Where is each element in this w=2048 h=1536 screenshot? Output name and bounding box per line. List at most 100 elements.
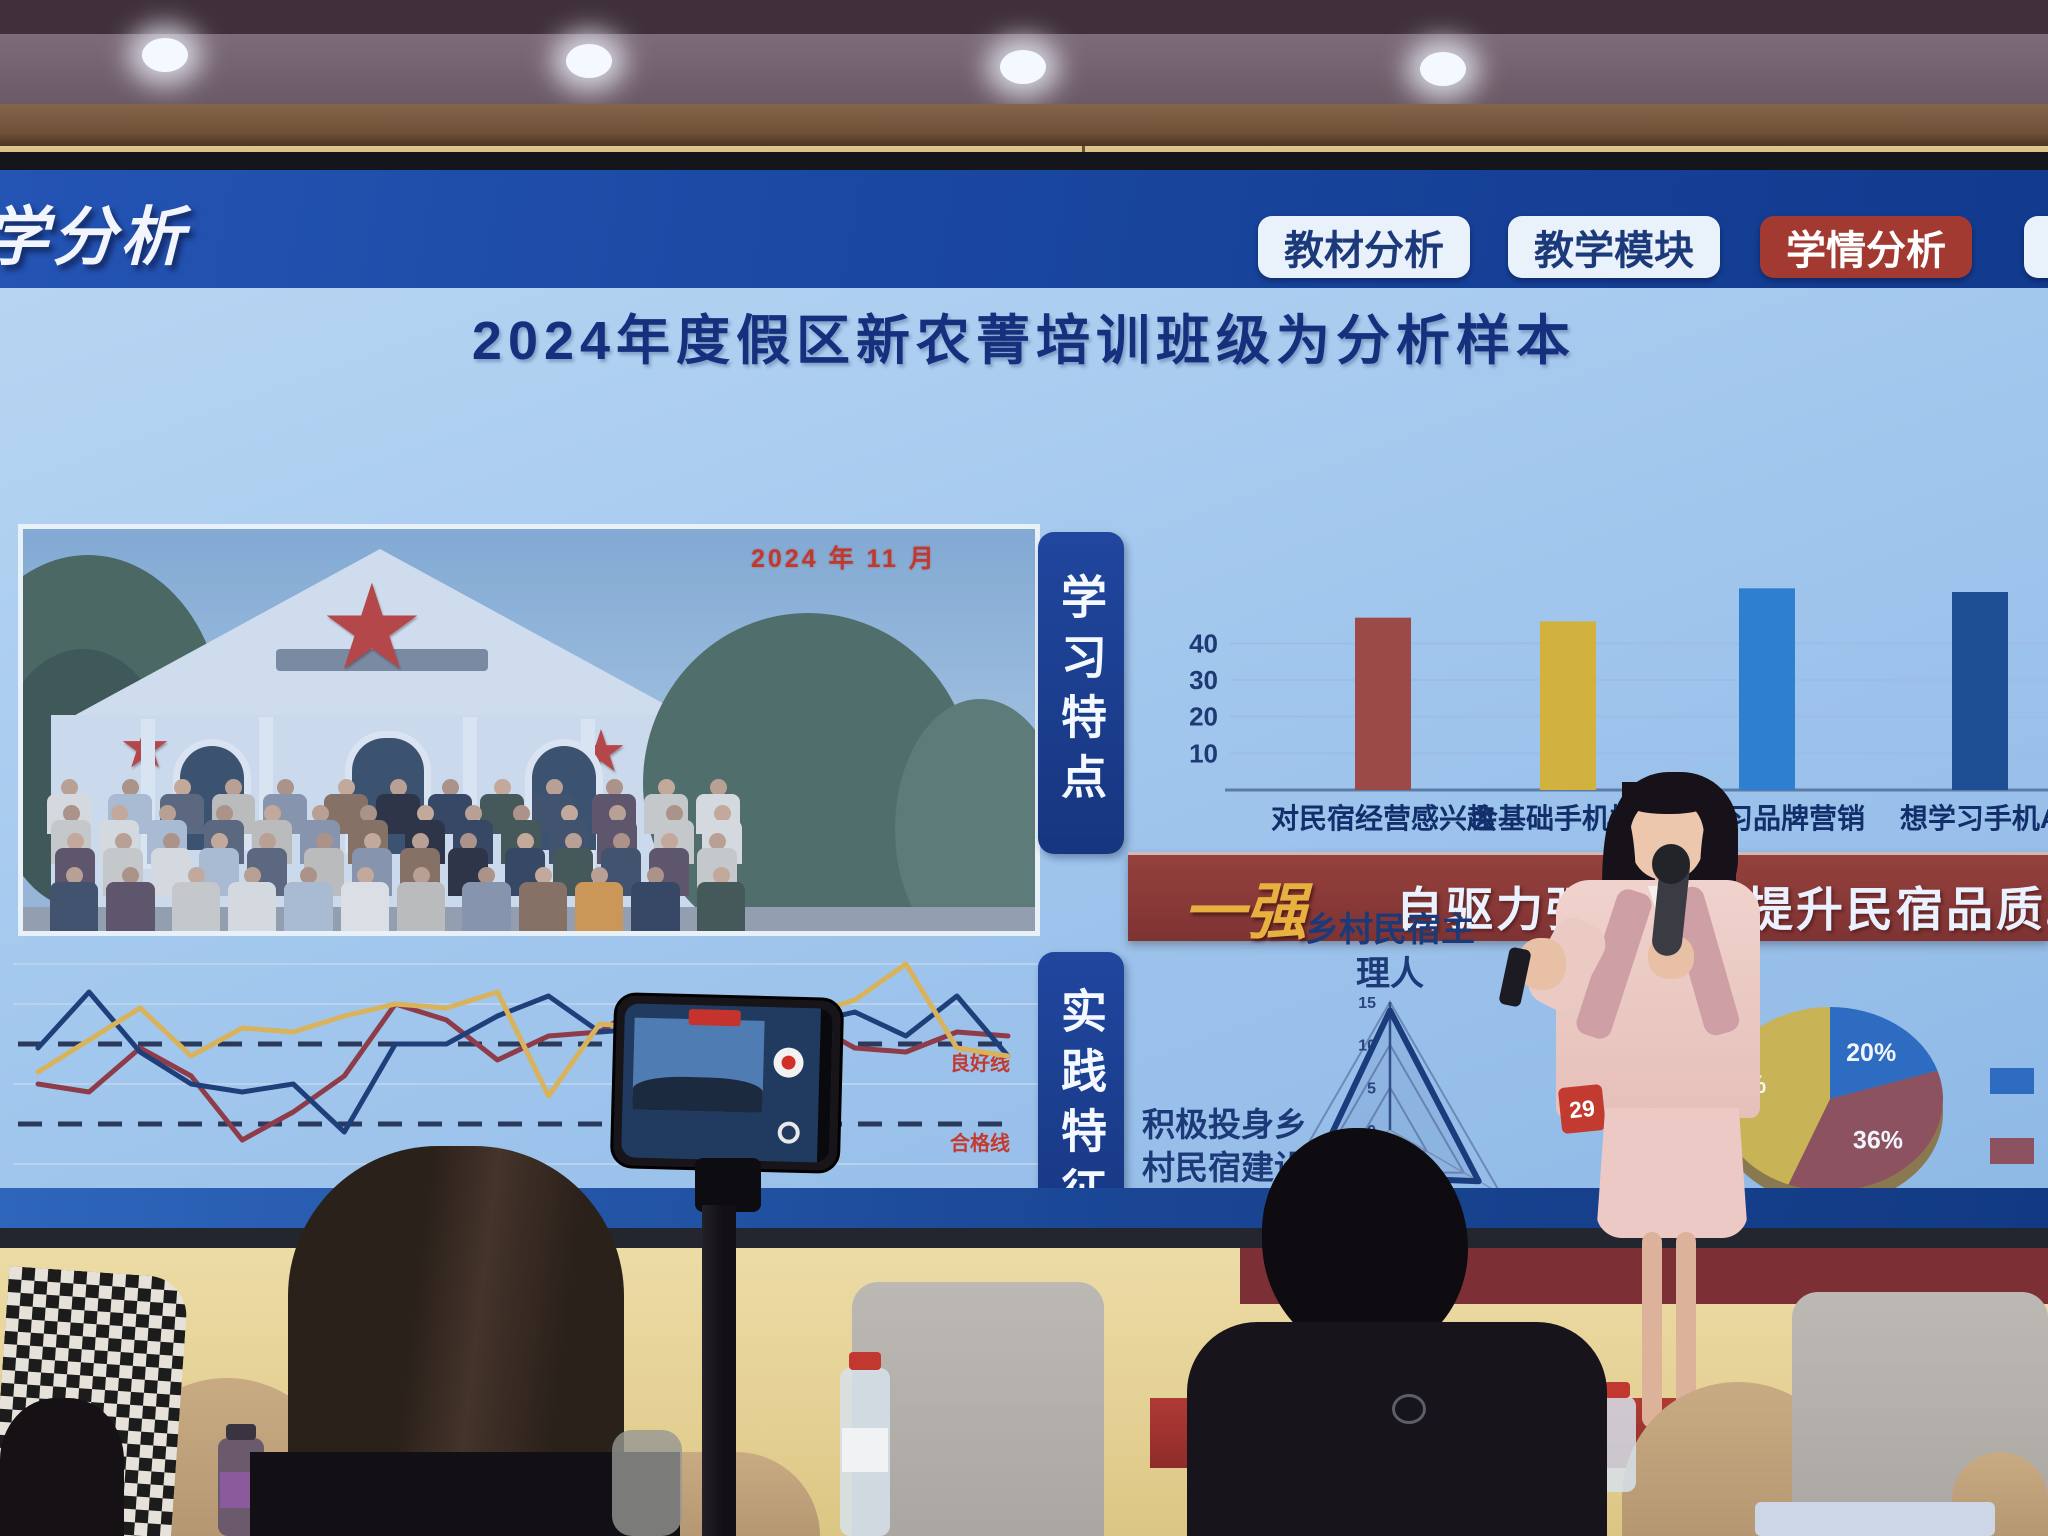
bottle-cap bbox=[226, 1424, 256, 1440]
series-民宿美学素养 bbox=[35, 989, 1011, 1135]
bar-category-label: 想学习手机A bbox=[1900, 802, 2048, 834]
group-photo: ★ ★ ★ 2024 年 11 月 bbox=[18, 524, 1040, 936]
crowd-person-body bbox=[462, 882, 511, 931]
crowd-person-body bbox=[397, 882, 446, 931]
crowd-person-head bbox=[441, 779, 459, 796]
crowd-person bbox=[170, 867, 222, 931]
screen-bezel bbox=[0, 152, 2048, 172]
shutter-button bbox=[773, 1047, 804, 1078]
crowd bbox=[23, 529, 1035, 931]
crowd-person-head bbox=[225, 779, 243, 796]
crowd-person-head bbox=[67, 833, 84, 850]
phone bbox=[609, 992, 845, 1174]
crowd-person-head bbox=[163, 833, 180, 850]
tree bbox=[895, 699, 1035, 931]
water-bottle bbox=[840, 1352, 890, 1536]
pie-legend-swatch bbox=[1990, 1138, 2034, 1164]
crowd-person-head bbox=[714, 805, 731, 822]
presenter-skirt bbox=[1596, 1108, 1748, 1238]
crowd-person-body bbox=[696, 882, 745, 931]
crowd-person-body bbox=[340, 882, 389, 931]
bar-ytick: 10 bbox=[1189, 738, 1218, 768]
bar-category-label: 对民宿经营感兴趣 bbox=[1271, 802, 1495, 834]
crowd-person-head bbox=[561, 805, 578, 822]
crowd-person-head bbox=[493, 779, 511, 796]
ceiling-light bbox=[1000, 50, 1046, 84]
pie-legend-swatch bbox=[1990, 1068, 2034, 1094]
pie-chart: 20%36%44% bbox=[1716, 1007, 1943, 1205]
under-armour-logo bbox=[1392, 1394, 1426, 1424]
bar bbox=[1952, 592, 2008, 790]
crowd-person-head bbox=[465, 805, 482, 822]
tab-teaching-material: 教材分析 bbox=[1258, 216, 1470, 278]
building-sign bbox=[276, 649, 488, 671]
crowd-person-head bbox=[360, 805, 377, 822]
tab-partial bbox=[2024, 216, 2048, 278]
crowd-person-head bbox=[300, 867, 318, 884]
audience-curly-hair-head bbox=[1262, 1128, 1468, 1356]
crowd-person-body bbox=[50, 882, 99, 931]
crowd-person-head bbox=[63, 805, 80, 822]
radar-top-label: 乡村民宿主 理人 bbox=[1270, 908, 1510, 996]
crowd-person-body bbox=[518, 882, 567, 931]
bar-ytick: 20 bbox=[1189, 702, 1218, 732]
crowd-person-head bbox=[277, 779, 295, 796]
ceiling-light bbox=[566, 44, 612, 78]
crowd-person-head bbox=[417, 805, 434, 822]
crowd-person-body bbox=[631, 882, 680, 931]
slide-header-bar: 学分析 教材分析 教学模块 学情分析 bbox=[0, 170, 2048, 288]
radar-tick: 5 bbox=[1367, 1080, 1376, 1097]
crowd-person-body bbox=[575, 882, 624, 931]
crowd-person bbox=[104, 867, 156, 931]
presenter-leg bbox=[1642, 1232, 1662, 1428]
photo-blue-tint bbox=[23, 529, 1035, 931]
crowd-person-head bbox=[591, 867, 609, 884]
bar-ytick: 30 bbox=[1189, 665, 1218, 695]
presenter: 29 bbox=[1490, 760, 1790, 1536]
phone-screen-silhouettes bbox=[632, 1075, 764, 1113]
bar bbox=[1540, 621, 1596, 790]
crowd-person-body bbox=[106, 882, 155, 931]
crowd-person-head bbox=[517, 833, 534, 850]
record-indicator bbox=[688, 1008, 741, 1027]
crowd-person-head bbox=[710, 779, 728, 796]
crowd-person-head bbox=[613, 833, 630, 850]
crowd-person-head bbox=[709, 833, 726, 850]
chair-back-gray bbox=[852, 1282, 1104, 1536]
radar-top-label-line2: 理人 bbox=[1356, 955, 1424, 994]
crowd-person-head bbox=[606, 779, 624, 796]
bar bbox=[1355, 617, 1411, 790]
bar bbox=[1739, 588, 1795, 790]
pie-slice bbox=[1830, 1007, 1938, 1099]
photo-date: 2024 年 11 月 bbox=[751, 545, 937, 573]
crowd-person bbox=[460, 867, 512, 931]
crowd-person-head bbox=[121, 779, 139, 796]
slide-title: 2024年度假区新农菁培训班级为分析样本 bbox=[471, 311, 1577, 371]
crowd-person-head bbox=[478, 867, 496, 884]
crowd-person-head bbox=[115, 833, 132, 850]
bottle-cap-red bbox=[849, 1352, 881, 1370]
threshold-label: 合格线 bbox=[950, 1131, 1010, 1155]
crowd-person-head bbox=[316, 833, 333, 850]
pie-label: 36% bbox=[1853, 1127, 1903, 1155]
crowd-person-head bbox=[666, 805, 683, 822]
tab-teaching-module: 教学模块 bbox=[1508, 216, 1720, 278]
audience-sleeve bbox=[612, 1430, 682, 1536]
crowd-person bbox=[629, 867, 681, 931]
crowd-person-head bbox=[712, 867, 730, 884]
contestant-badge: 29 bbox=[1557, 1083, 1607, 1135]
crowd-person-head bbox=[173, 779, 191, 796]
crowd-person-head bbox=[356, 867, 374, 884]
crowd-person bbox=[695, 867, 747, 931]
bottle-cap-red bbox=[1604, 1382, 1630, 1398]
series-民宿专业规范 bbox=[35, 997, 1011, 1143]
phone-screen-sidebar bbox=[816, 1008, 833, 1163]
building-gable bbox=[68, 549, 692, 719]
crowd-person-head bbox=[159, 805, 176, 822]
radar-left-label-line: 积极投身乡 bbox=[1142, 1106, 1307, 1143]
ceiling-light bbox=[142, 38, 188, 72]
pie-slice bbox=[1788, 1070, 1943, 1191]
crowd-person bbox=[226, 867, 278, 931]
crowd-person-head bbox=[565, 833, 582, 850]
